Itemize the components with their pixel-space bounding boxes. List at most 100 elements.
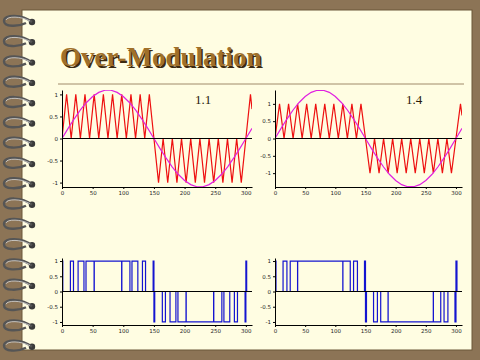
y-axis: -1-0.500.51 xyxy=(260,91,275,188)
tick-label: 0 xyxy=(61,190,65,196)
tick: 250 xyxy=(210,187,221,196)
tick-mark xyxy=(60,94,62,95)
plot-area xyxy=(275,90,462,186)
binding-ring-highlight xyxy=(6,78,30,82)
frame-background xyxy=(0,0,480,360)
tick-mark xyxy=(273,156,275,157)
binding-ring-highlight xyxy=(6,37,30,41)
tick-label: -1 xyxy=(266,319,271,325)
tick: 100 xyxy=(331,325,342,334)
tick: 250 xyxy=(421,325,432,334)
tick-mark xyxy=(60,292,62,293)
tick: 300 xyxy=(241,187,252,196)
binding-ring xyxy=(4,158,32,168)
tick-mark xyxy=(426,325,427,327)
tick: -0.5 xyxy=(260,153,275,159)
tick-label: 300 xyxy=(451,328,462,334)
tick-label: -0.5 xyxy=(260,153,271,159)
tick-label: -0.5 xyxy=(260,304,271,310)
binding-ring-highlight xyxy=(6,322,30,326)
binding-ring-highlight xyxy=(6,220,30,224)
tick-label: 0 xyxy=(55,289,59,295)
tick: -1 xyxy=(53,180,62,186)
tick-label: 100 xyxy=(331,328,342,334)
binding-ring-highlight xyxy=(6,17,30,21)
tick-label: 1 xyxy=(55,92,59,98)
tick-mark xyxy=(215,325,216,327)
tick-mark xyxy=(215,187,216,189)
tick-label: 300 xyxy=(451,190,462,196)
tick-label: 100 xyxy=(331,190,342,196)
tick-label: 100 xyxy=(119,190,130,196)
tick-mark xyxy=(273,292,275,293)
tick-label: 50 xyxy=(90,328,97,334)
tick-label: 200 xyxy=(180,328,191,334)
tick: 150 xyxy=(149,325,160,334)
tick-mark xyxy=(60,261,62,262)
tick: 50 xyxy=(90,187,97,196)
tick-mark xyxy=(273,121,275,122)
tick-mark xyxy=(273,276,275,277)
tick-label: 300 xyxy=(241,190,252,196)
tick: 0 xyxy=(55,289,63,295)
annotation: 1.4 xyxy=(406,92,423,107)
tick-mark xyxy=(60,161,62,162)
tick: 300 xyxy=(451,187,462,196)
tick-mark xyxy=(60,276,62,277)
tick: -0.5 xyxy=(47,304,62,310)
tick: 0 xyxy=(274,325,278,334)
tick-mark xyxy=(123,325,124,327)
tick-mark xyxy=(335,325,336,327)
binding-ring xyxy=(4,239,32,249)
binding-ring xyxy=(4,56,32,66)
series-line xyxy=(62,94,252,182)
tick-mark xyxy=(154,187,155,189)
tick-mark xyxy=(456,325,457,327)
series-line xyxy=(275,261,462,322)
tick: 1 xyxy=(55,258,63,264)
paper xyxy=(22,10,472,350)
tick-label: 150 xyxy=(149,190,160,196)
tick-mark xyxy=(60,183,62,184)
binding-ring-highlight xyxy=(6,342,30,346)
tick-label: 0 xyxy=(55,136,59,142)
tick-label: 100 xyxy=(119,328,130,334)
tick: -1 xyxy=(53,319,62,325)
tick: 100 xyxy=(331,187,342,196)
tick-label: 50 xyxy=(302,328,309,334)
tick-mark xyxy=(60,139,62,140)
tick-label: 150 xyxy=(361,190,372,196)
tick: -0.5 xyxy=(260,304,275,310)
binding-ring xyxy=(4,341,32,351)
binding-ring xyxy=(4,300,32,310)
tick-mark xyxy=(60,322,62,323)
binding-ring xyxy=(4,97,32,107)
tick-mark xyxy=(154,325,155,327)
tick: 50 xyxy=(302,187,309,196)
tick: 0.5 xyxy=(262,274,275,280)
chart: 050100150200250300-1-0.500.51 xyxy=(260,258,462,334)
chart: 050100150200250300-1-0.500.511.4 xyxy=(260,90,462,196)
binding-ring xyxy=(4,219,32,229)
tick: 50 xyxy=(90,325,97,334)
tick-label: 250 xyxy=(421,190,432,196)
tick-mark xyxy=(185,325,186,327)
tick: 150 xyxy=(149,187,160,196)
tick-label: 0 xyxy=(274,328,278,334)
tick: 0.5 xyxy=(262,118,275,124)
tick-mark xyxy=(123,187,124,189)
tick: 1 xyxy=(55,92,63,98)
tick-label: -0.5 xyxy=(47,158,58,164)
binding-ring-highlight xyxy=(6,119,30,123)
binding-ring-highlight xyxy=(6,240,30,244)
tick: 0.5 xyxy=(49,114,62,120)
title-rule xyxy=(58,84,464,85)
tick-mark xyxy=(273,173,275,174)
tick-mark xyxy=(273,261,275,262)
binding-ring xyxy=(4,280,32,290)
tick: -0.5 xyxy=(47,158,62,164)
tick-mark xyxy=(426,187,427,189)
slide: Over-Modulation050100150200250300-1-0.50… xyxy=(0,0,480,360)
tick: -1 xyxy=(266,319,275,325)
tick-label: 300 xyxy=(241,328,252,334)
